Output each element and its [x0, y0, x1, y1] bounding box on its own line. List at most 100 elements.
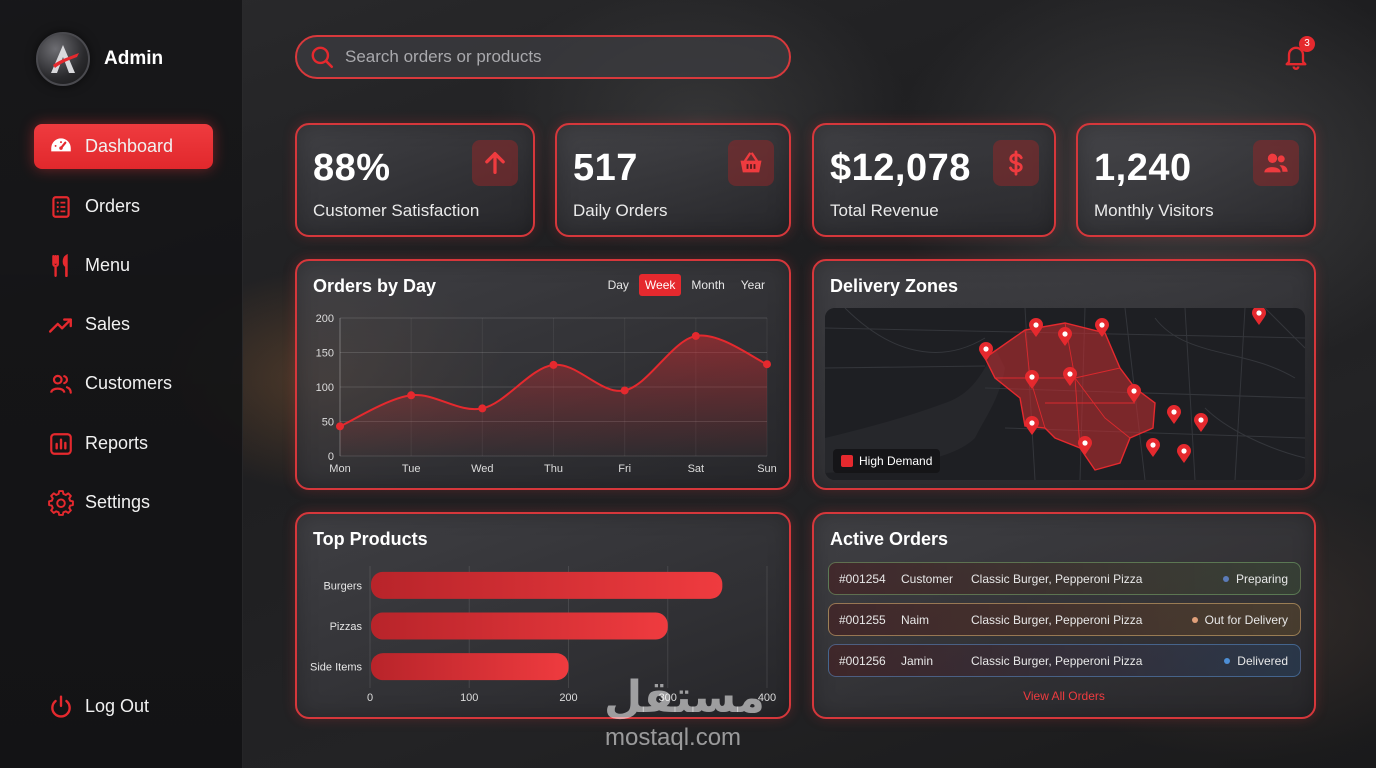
chart-icon — [48, 431, 74, 457]
active-orders-title: Active Orders — [830, 529, 949, 549]
search-icon — [311, 46, 334, 69]
search-bar[interactable] — [295, 35, 791, 79]
trending-up-icon — [48, 312, 74, 338]
orders-icon — [48, 194, 74, 220]
data-point — [407, 391, 416, 400]
tab-month[interactable]: Month — [691, 278, 725, 292]
search-input[interactable] — [345, 47, 745, 67]
map-pin-icon[interactable] — [1193, 413, 1209, 433]
stat-card-revenue: $12,078 Total Revenue — [812, 123, 1056, 237]
area-fill — [340, 335, 767, 456]
top-products-title: Top Products — [313, 529, 428, 549]
order-row[interactable]: #001255 Naim Classic Burger, Pepperoni P… — [828, 603, 1301, 636]
stat-value: 517 — [573, 147, 638, 189]
period-tabs: Day Week Month Year — [602, 274, 771, 296]
x-tick-label: Sat — [688, 463, 705, 475]
category-label: Burgers — [323, 580, 362, 592]
map-pin-icon[interactable] — [1126, 384, 1142, 404]
order-status: Out for Delivery — [1191, 612, 1288, 627]
map-pin-icon[interactable] — [1062, 367, 1078, 387]
legend-label: High Demand — [859, 454, 933, 468]
order-id: #001256 — [839, 653, 886, 668]
x-tick-label: Mon — [329, 463, 350, 475]
delivery-title: Delivery Zones — [830, 276, 959, 296]
avatar — [36, 32, 90, 86]
stat-label: Daily Orders — [573, 201, 668, 220]
bar — [371, 612, 668, 640]
sidebar-item-settings[interactable]: Settings — [34, 480, 213, 525]
logout-button[interactable]: Log Out — [34, 684, 213, 729]
status-text: Out for Delivery — [1204, 612, 1288, 627]
logout-label: Log Out — [85, 696, 150, 716]
delivery-map[interactable]: High Demand — [825, 308, 1305, 480]
stat-card-visitors: 1,240 Monthly Visitors — [1076, 123, 1316, 237]
x-tick-label: 0 — [367, 692, 373, 704]
sidebar-item-label: Dashboard — [85, 136, 174, 156]
sidebar-item-dashboard[interactable]: Dashboard — [34, 124, 213, 169]
sidebar-item-sales[interactable]: Sales — [34, 302, 213, 347]
map-pin-icon[interactable] — [1166, 405, 1182, 425]
x-tick-label: Sun — [757, 463, 777, 475]
x-tick-label: Fri — [618, 463, 631, 475]
tab-week[interactable]: Week — [638, 274, 682, 296]
sidebar-item-menu[interactable]: Menu — [34, 243, 213, 288]
map-pin-icon[interactable] — [1077, 436, 1093, 456]
map-pin-icon[interactable] — [1176, 444, 1192, 464]
user-profile[interactable]: Admin — [36, 32, 163, 86]
y-tick-label: 100 — [316, 382, 334, 394]
order-id: #001254 — [839, 571, 886, 586]
orders-chart-title: Orders by Day — [313, 276, 437, 296]
stat-label: Customer Satisfaction — [313, 201, 480, 220]
order-customer: Jamin — [901, 653, 934, 668]
sidebar: Admin Dashboard Orders Menu Sales Custom… — [0, 0, 243, 768]
y-tick-label: 50 — [322, 417, 334, 429]
sidebar-item-orders[interactable]: Orders — [34, 184, 213, 229]
stat-label: Total Revenue — [830, 201, 939, 220]
data-point — [478, 404, 487, 413]
data-point — [620, 386, 629, 395]
map-pin-icon[interactable] — [1024, 416, 1040, 436]
gear-icon — [48, 489, 74, 516]
map-pin-icon[interactable] — [1028, 318, 1044, 338]
category-label: Side Items — [310, 662, 362, 674]
map-pin-icon[interactable] — [1251, 308, 1267, 326]
order-items: Classic Burger, Pepperoni Pizza — [971, 612, 1143, 627]
tab-day[interactable]: Day — [607, 278, 629, 292]
data-point — [691, 331, 700, 340]
map-pin-icon[interactable] — [978, 342, 994, 362]
utensils-icon — [48, 253, 74, 279]
dashboard-icon — [48, 134, 74, 160]
map-pin-icon[interactable] — [1057, 327, 1073, 347]
map-pin-icon[interactable] — [1094, 318, 1110, 338]
tab-year[interactable]: Year — [740, 278, 765, 292]
status-dot — [1191, 616, 1198, 623]
view-all-orders-link[interactable]: View All Orders — [1023, 689, 1105, 703]
sidebar-item-label: Menu — [85, 255, 131, 275]
data-point — [763, 360, 771, 369]
legend-swatch — [841, 455, 853, 467]
bar — [371, 571, 723, 599]
status-text: Delivered — [1237, 653, 1288, 668]
sidebar-item-customers[interactable]: Customers — [34, 361, 213, 406]
data-point — [549, 360, 558, 369]
power-icon — [48, 694, 74, 720]
map-pin-icon[interactable] — [1024, 370, 1040, 390]
notifications-button[interactable]: 3 — [1282, 36, 1315, 72]
stat-label: Monthly Visitors — [1094, 201, 1214, 220]
sidebar-item-label: Orders — [85, 196, 141, 216]
order-row[interactable]: #001256 Jamin Classic Burger, Pepperoni … — [828, 644, 1301, 677]
map-pin-icon[interactable] — [1145, 438, 1161, 458]
stat-value: $12,078 — [830, 147, 971, 189]
status-text: Preparing — [1235, 571, 1288, 586]
delivery-zones-panel: Delivery Zones High Demand — [812, 259, 1316, 490]
sidebar-item-reports[interactable]: Reports — [34, 421, 213, 466]
logo-icon — [51, 45, 79, 73]
x-tick-label: 300 — [659, 692, 677, 704]
order-row[interactable]: #001254 Customer Classic Burger, Peppero… — [828, 562, 1301, 595]
users-icon — [48, 371, 74, 397]
watermark-latin: mostaql.com — [605, 724, 742, 751]
dollar-icon — [993, 140, 1039, 186]
sidebar-item-label: Customers — [85, 373, 173, 393]
map-legend: High Demand — [833, 449, 941, 473]
sidebar-item-label: Sales — [85, 314, 131, 334]
